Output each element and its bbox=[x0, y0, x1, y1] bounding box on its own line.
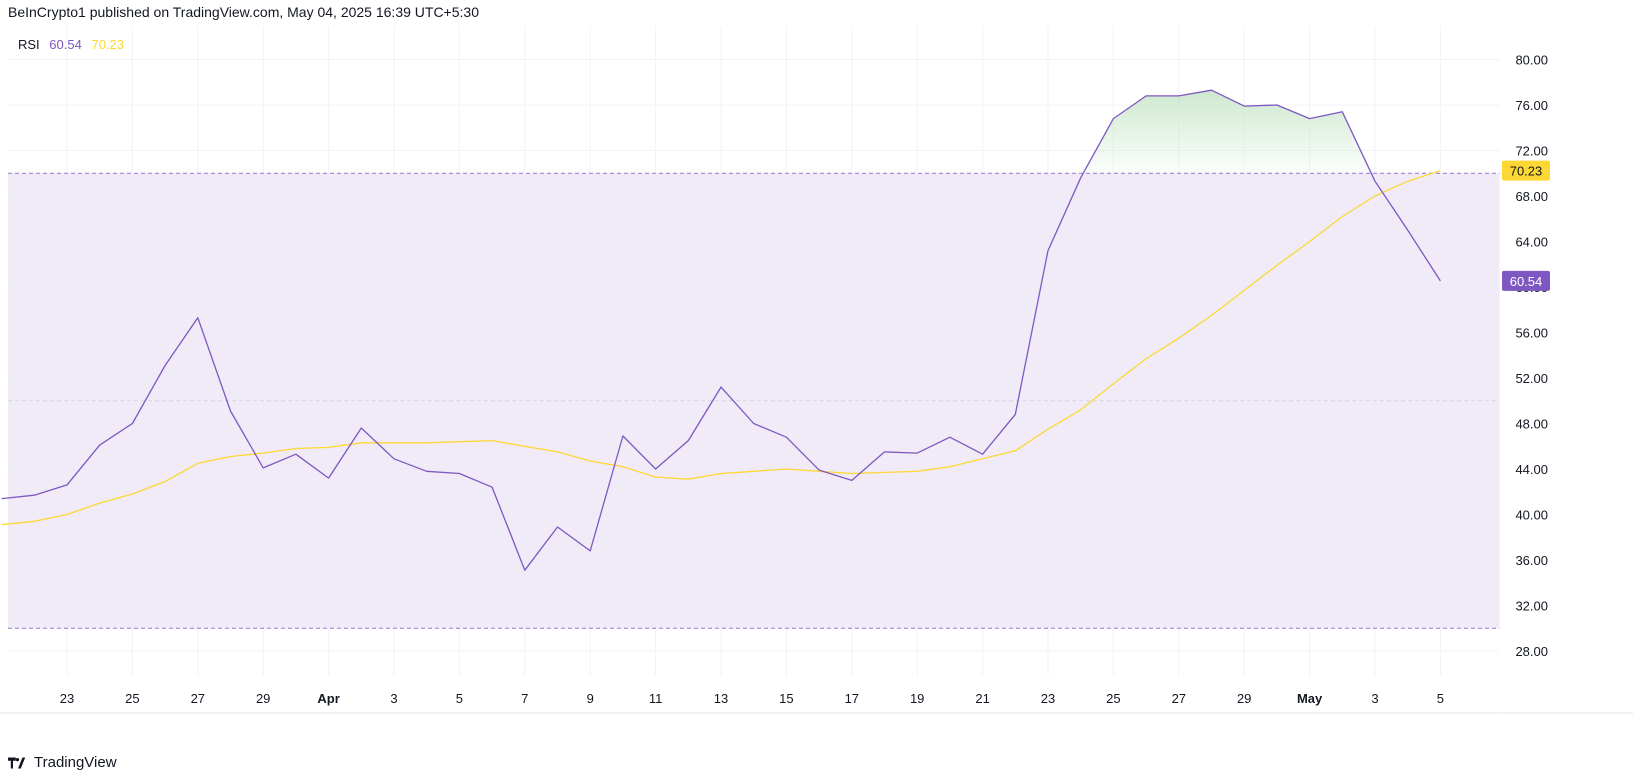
y-tick-label: 44.00 bbox=[1515, 462, 1548, 477]
x-tick-label: 23 bbox=[60, 691, 74, 706]
x-tick-label: 5 bbox=[456, 691, 463, 706]
legend-ma-value: 70.23 bbox=[91, 37, 125, 52]
price-tag-label: 60.54 bbox=[1510, 274, 1543, 289]
x-tick-label: 7 bbox=[521, 691, 528, 706]
y-tick-label: 80.00 bbox=[1515, 53, 1548, 68]
time-axis[interactable]: 23 25 27 29 Apr 3 5 7 9 11 13 15 17 19 21 23 25 27 29 May 3 5 bbox=[60, 691, 1444, 706]
y-tick-label: 48.00 bbox=[1515, 417, 1548, 432]
tradingview-logo-icon bbox=[8, 756, 28, 769]
x-tick-label: 11 bbox=[649, 691, 663, 706]
legend-indicator-name: RSI bbox=[18, 37, 40, 52]
x-tick-label: Apr bbox=[317, 691, 339, 706]
x-tick-label: 3 bbox=[390, 691, 397, 706]
legend-rsi-value: 60.54 bbox=[49, 37, 82, 52]
y-tick-label: 36.00 bbox=[1515, 553, 1548, 568]
y-tick-label: 32.00 bbox=[1515, 599, 1548, 614]
indicator-legend[interactable]: RSI 60.54 70.23 bbox=[18, 37, 130, 52]
series-lines bbox=[1, 89, 1441, 571]
overbought-fill bbox=[1083, 90, 1372, 174]
x-tick-label: 19 bbox=[910, 691, 924, 706]
x-tick-label: 25 bbox=[125, 691, 139, 706]
y-tick-label: 64.00 bbox=[1515, 235, 1548, 250]
y-tick-label: 40.00 bbox=[1515, 508, 1548, 523]
price-tag-box bbox=[1502, 160, 1550, 181]
published-text: BeInCrypto1 published on TradingView.com… bbox=[8, 4, 479, 20]
y-tick-label: 72.00 bbox=[1515, 144, 1548, 159]
x-tick-label: 15 bbox=[779, 691, 793, 706]
footer-branding[interactable]: TradingView bbox=[8, 754, 117, 771]
x-tick-label: 25 bbox=[1106, 691, 1120, 706]
y-tick-label: 68.00 bbox=[1515, 189, 1548, 204]
price-tag: 70.23 bbox=[1502, 160, 1550, 181]
x-tick-label: 27 bbox=[191, 691, 205, 706]
reference-lines bbox=[8, 172, 1500, 629]
price-tags: 70.23 60.54 bbox=[1502, 160, 1550, 291]
rsi-ma-line bbox=[1, 169, 1441, 526]
y-tick-label: 56.00 bbox=[1515, 326, 1548, 341]
publication-header: BeInCrypto1 published on TradingView.com… bbox=[8, 4, 479, 20]
x-tick-label: 5 bbox=[1437, 691, 1444, 706]
y-tick-label: 52.00 bbox=[1515, 371, 1548, 386]
y-tick-label: 28.00 bbox=[1515, 644, 1548, 659]
x-tick-label: 13 bbox=[714, 691, 728, 706]
x-tick-label: 27 bbox=[1172, 691, 1186, 706]
price-tag-box bbox=[1502, 270, 1550, 291]
x-tick-label: May bbox=[1297, 691, 1323, 706]
footer-brand-text: TradingView bbox=[34, 754, 117, 771]
rsi-line bbox=[1, 89, 1441, 571]
price-tag-label: 70.23 bbox=[1510, 164, 1543, 179]
x-tick-label: 29 bbox=[1237, 691, 1251, 706]
x-tick-label: 23 bbox=[1041, 691, 1055, 706]
x-tick-label: 17 bbox=[845, 691, 859, 706]
y-tick-label: 76.00 bbox=[1515, 98, 1548, 113]
x-tick-label: 9 bbox=[587, 691, 594, 706]
price-tag: 60.54 bbox=[1502, 270, 1550, 291]
x-tick-label: 21 bbox=[975, 691, 989, 706]
x-tick-label: 29 bbox=[256, 691, 270, 706]
x-tick-label: 3 bbox=[1371, 691, 1378, 706]
price-axis[interactable]: 28.00 32.00 36.00 40.00 44.00 48.00 52.00 56.00… bbox=[1515, 53, 1548, 660]
